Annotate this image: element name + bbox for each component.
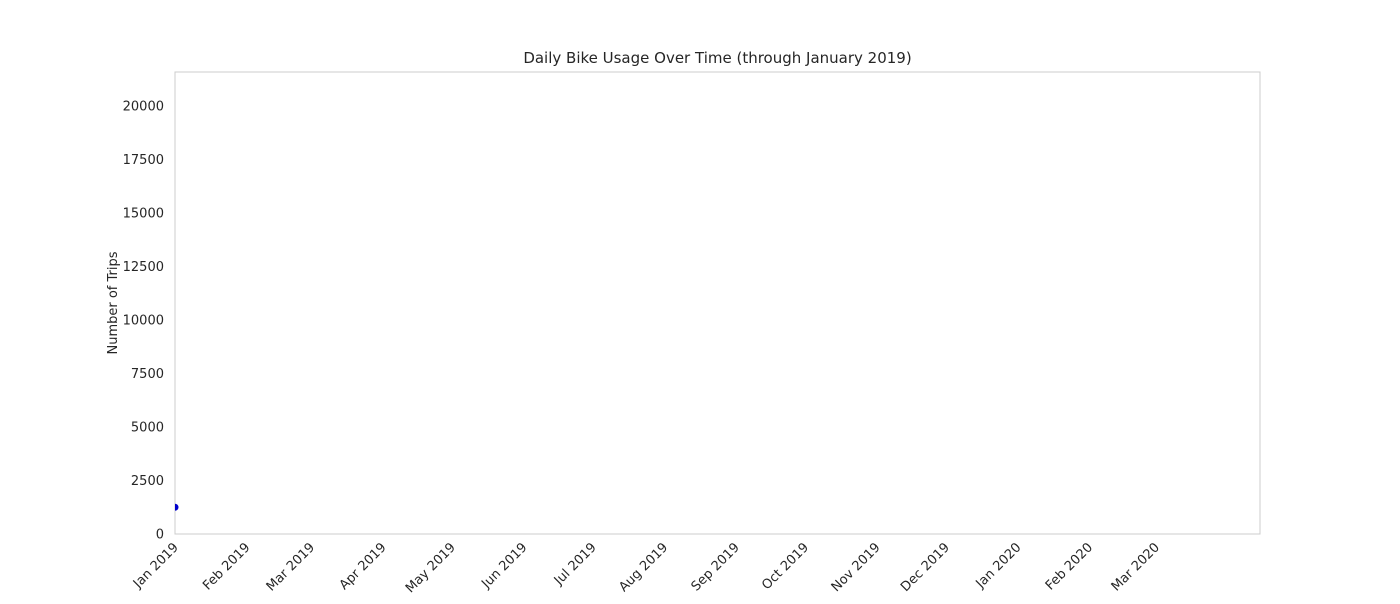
x-tick-label: Oct 2019 — [759, 540, 812, 593]
x-tick-label: Jul 2019 — [551, 540, 600, 589]
x-tick-label: Sep 2019 — [689, 540, 743, 594]
x-tick-label: Dec 2019 — [898, 540, 953, 595]
y-tick-label: 7500 — [131, 367, 164, 382]
chart-title: Daily Bike Usage Over Time (through Janu… — [523, 49, 911, 67]
y-tick-label: 0 — [156, 528, 164, 543]
x-tick-label: Feb 2020 — [1043, 540, 1096, 593]
data-point — [175, 503, 179, 511]
y-tick-label: 10000 — [123, 314, 164, 329]
y-tick-label: 15000 — [123, 207, 164, 222]
plot-area — [174, 71, 1261, 535]
x-tick-label: Jan 2020 — [973, 540, 1025, 592]
x-tick-label: Jun 2019 — [478, 540, 530, 592]
x-tick-label: Nov 2019 — [829, 540, 884, 595]
y-tick-label: 20000 — [123, 100, 164, 115]
y-tick-label: 5000 — [131, 421, 164, 436]
x-tick-label: Feb 2019 — [200, 540, 253, 593]
series-layer — [175, 503, 179, 511]
x-tick-label: Apr 2019 — [337, 540, 390, 593]
x-tick-label: May 2019 — [403, 540, 459, 596]
y-axis-ticks: 0 2500 5000 7500 10000 12500 15000 17500 20000 — [123, 100, 164, 543]
x-tick-label: Mar 2019 — [264, 540, 318, 594]
y-tick-label: 17500 — [123, 153, 164, 168]
x-axis-ticks: Jan 2019 Feb 2019 Mar 2019 Apr 2019 May 2019… — [130, 540, 1163, 596]
y-tick-label: 2500 — [131, 474, 164, 489]
x-tick-label: Aug 2019 — [616, 540, 671, 595]
x-tick-label: Mar 2020 — [1109, 540, 1163, 594]
y-axis-label: Number of Trips — [106, 251, 121, 354]
x-tick-label: Jan 2019 — [130, 540, 182, 592]
y-tick-label: 12500 — [123, 260, 164, 275]
